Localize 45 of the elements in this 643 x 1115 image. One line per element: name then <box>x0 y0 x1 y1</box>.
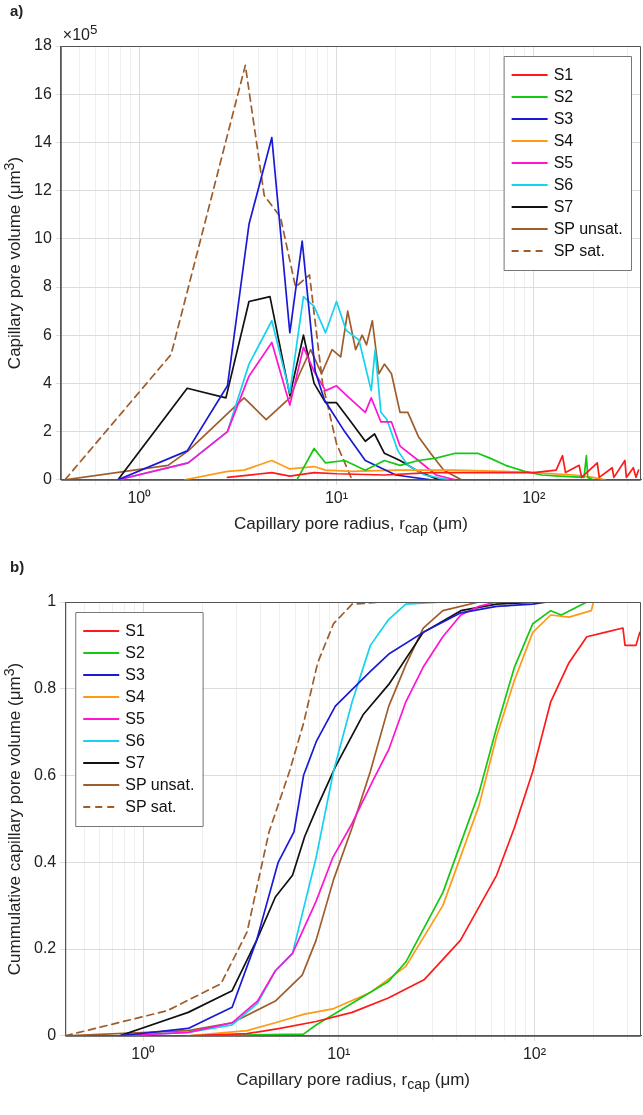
legend-label: S6 <box>125 732 145 750</box>
text: ×10$^{5}$ <box>62 22 98 45</box>
y-tick-label: 0.4 <box>33 852 57 870</box>
y-tick-label: 8 <box>42 277 52 295</box>
y-tick-label: 10 <box>34 229 52 247</box>
legend-label: S7 <box>125 754 145 772</box>
legend-label: S4 <box>125 688 145 706</box>
chart-title: a) <box>10 2 24 19</box>
y-tick-label: 14 <box>34 132 52 150</box>
y-tick-label: 1 <box>47 592 57 610</box>
legend-label: SP unsat. <box>553 220 623 238</box>
y-tick-label: 18 <box>34 36 52 54</box>
x-tick-label: 10¹ <box>327 1044 351 1062</box>
legend-label: S6 <box>553 176 574 194</box>
y-tick-label: 2 <box>42 422 52 440</box>
legend-label: S5 <box>125 710 145 728</box>
y-tick-label: 0 <box>47 1026 57 1044</box>
x-tick-label: 10¹ <box>324 488 349 506</box>
y-tick-label: 0.2 <box>33 939 57 957</box>
legend-label: S1 <box>553 66 574 84</box>
legend-label: S2 <box>125 644 145 662</box>
legend-label: S3 <box>553 110 574 128</box>
legend-label: SP sat. <box>553 242 605 260</box>
y-tick-label: 6 <box>42 325 52 343</box>
x-tick-label: 10² <box>522 488 546 506</box>
x-tick-label: 10⁰ <box>131 1044 156 1062</box>
y-tick-label: 0 <box>42 470 52 488</box>
legend-label: S3 <box>125 666 145 684</box>
y-tick-label: 16 <box>34 84 52 102</box>
y-tick-label: 12 <box>34 181 52 199</box>
legend-label: S4 <box>553 132 574 150</box>
y-tick-label: 0.6 <box>33 765 57 783</box>
legend-label: SP unsat. <box>125 776 195 794</box>
x-axis-title: Capillary pore radius, r$_{cap}$ (μm) <box>233 514 468 537</box>
legend-label: S7 <box>553 198 574 216</box>
x-tick-label: 10² <box>522 1044 547 1062</box>
y-tick-label: 0.8 <box>33 679 57 697</box>
legend-label: S2 <box>553 88 574 106</box>
legend-label: S5 <box>553 154 574 172</box>
y-tick-label: 4 <box>42 373 52 391</box>
x-tick-label: 10⁰ <box>127 488 152 506</box>
x-axis-title: Capillary pore radius, r$_{cap}$ (μm) <box>236 1070 471 1093</box>
legend-label: S1 <box>125 622 145 640</box>
legend-label: SP sat. <box>125 798 177 816</box>
chart-title: b) <box>10 558 25 575</box>
